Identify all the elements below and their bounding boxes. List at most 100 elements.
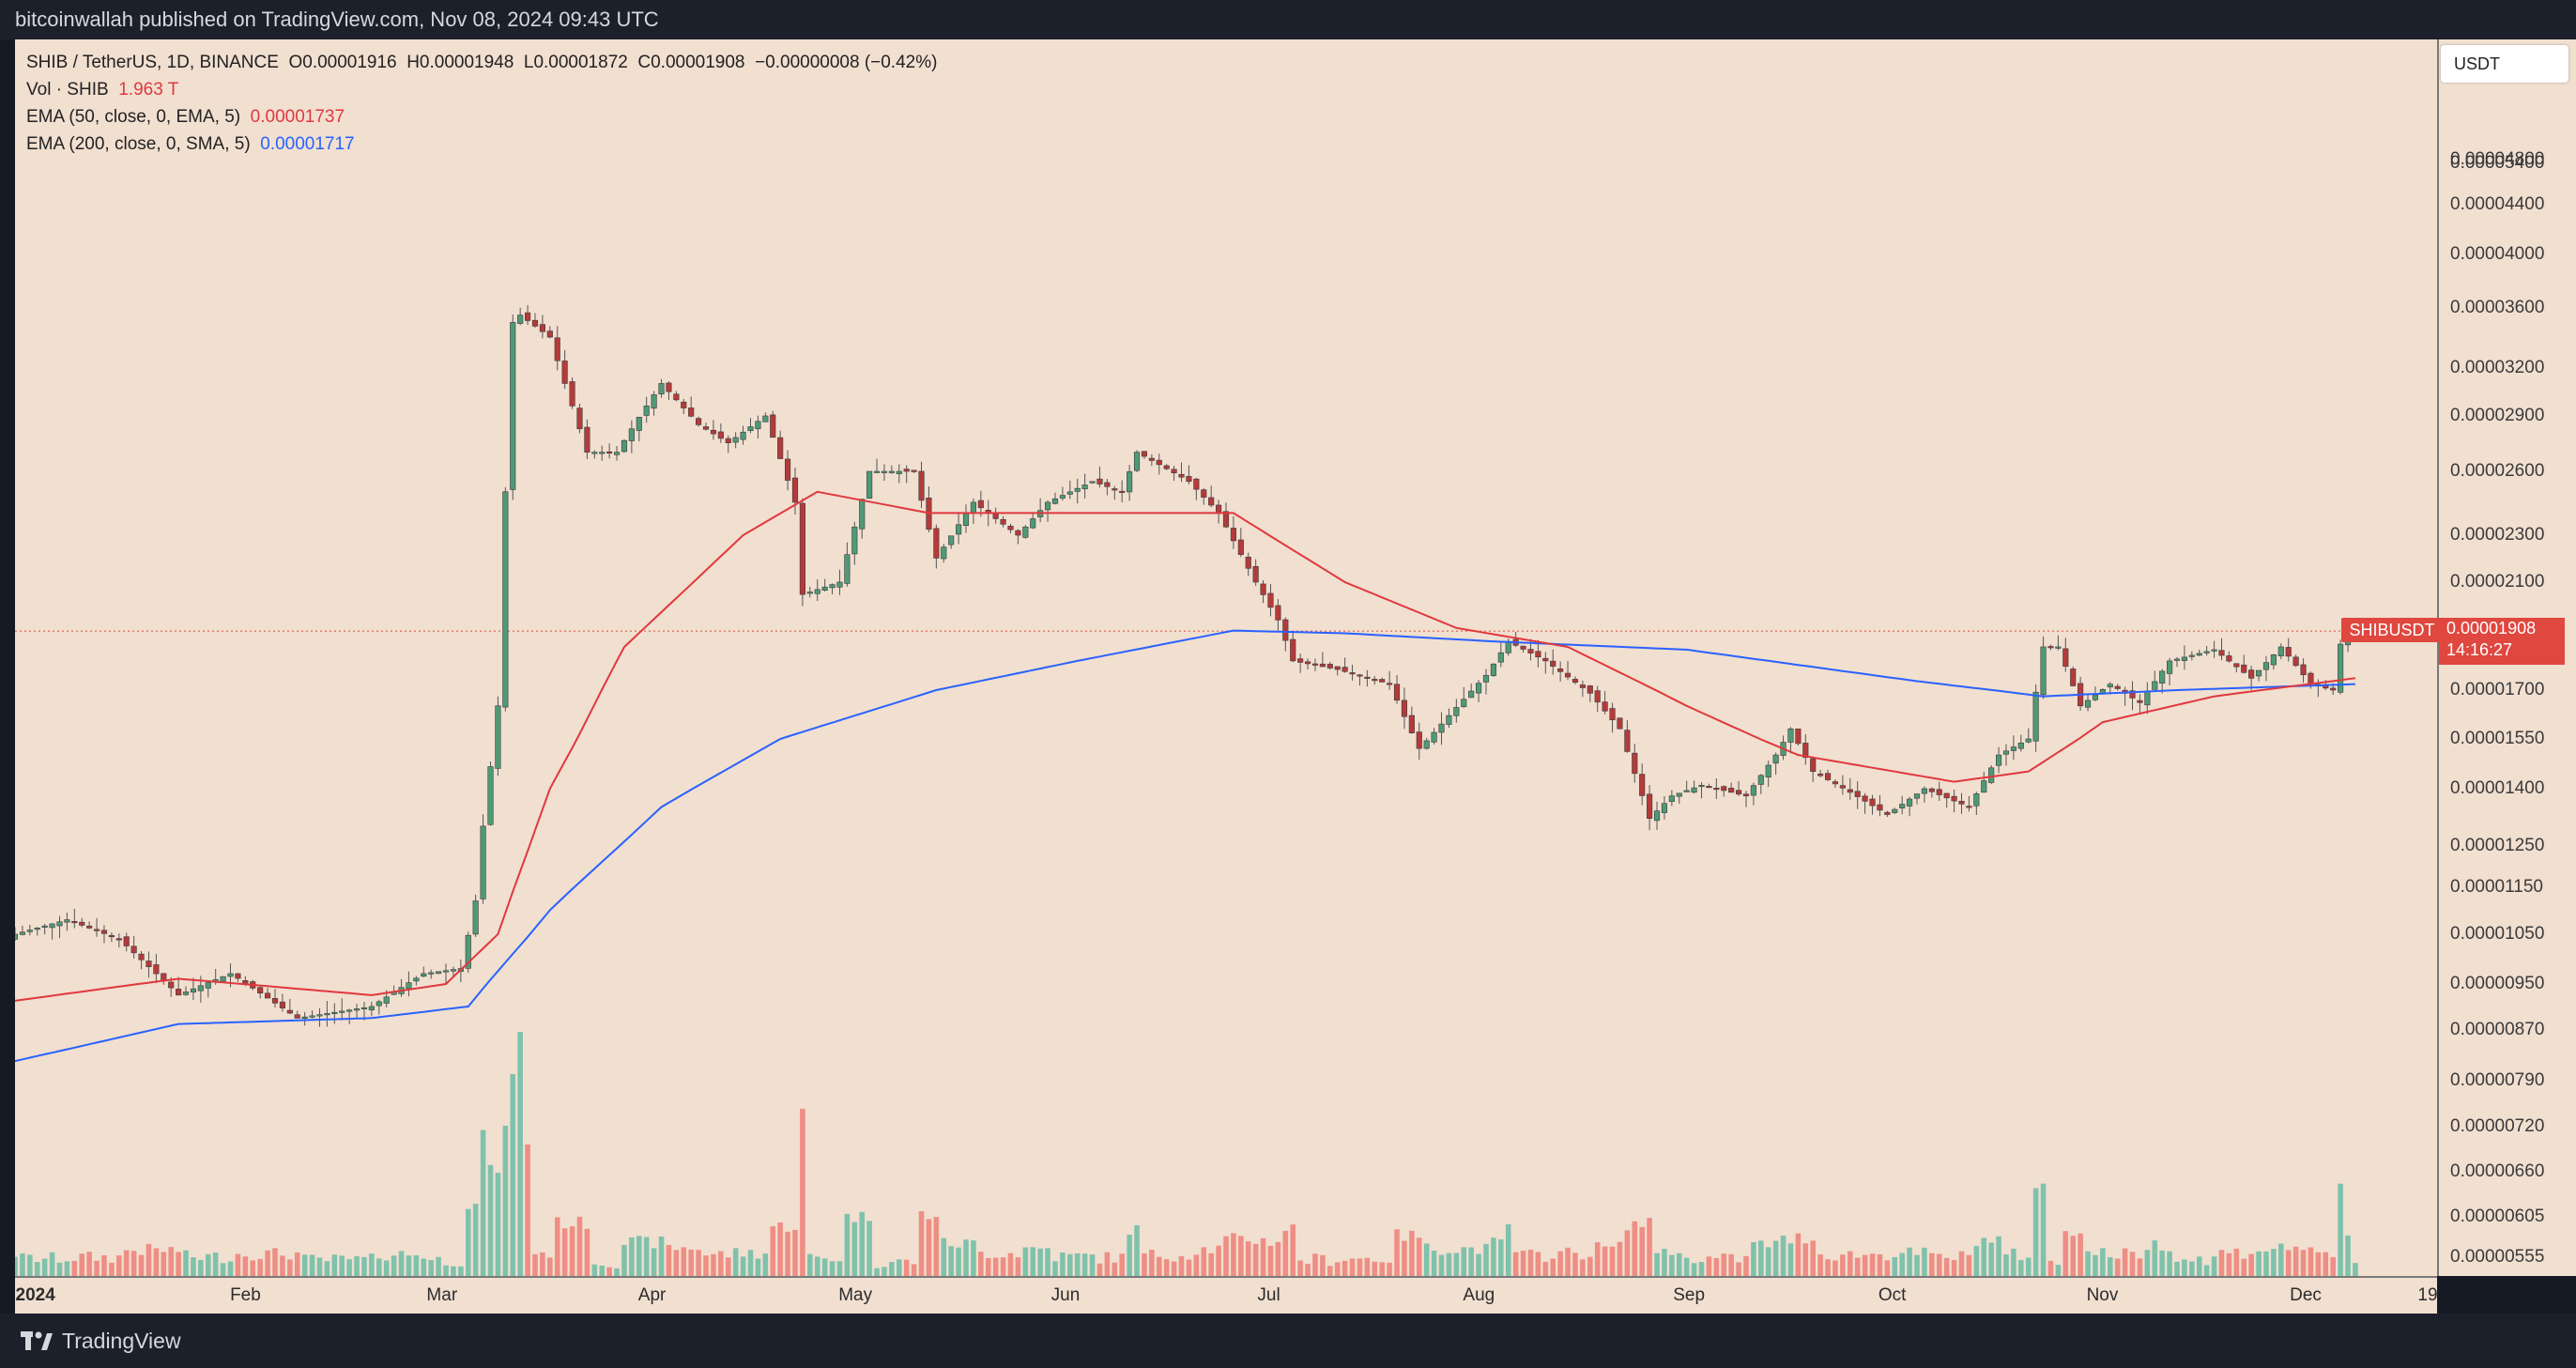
volume-bar	[1208, 1253, 1214, 1276]
volume-bar	[443, 1265, 449, 1276]
volume-bar	[1060, 1252, 1066, 1276]
candle	[1854, 791, 1861, 797]
time-tick-label: 19	[2417, 1285, 2438, 1305]
candle	[1713, 788, 1720, 791]
candle	[2040, 646, 2047, 696]
volume-bar	[1193, 1254, 1200, 1276]
candle	[1461, 699, 1467, 707]
ema50-row[interactable]: EMA (50, close, 0, EMA, 5) 0.00001737	[26, 103, 937, 131]
volume-bar	[703, 1255, 709, 1276]
volume-row[interactable]: Vol · SHIB 1.963 T	[26, 76, 937, 103]
time-tick-label: Nov	[2086, 1285, 2119, 1305]
price-tick-label: 0.00004800	[2450, 149, 2545, 169]
candle	[1535, 651, 1541, 658]
candle	[777, 437, 784, 459]
candle	[2114, 685, 2121, 689]
candle	[182, 991, 190, 995]
candle	[1624, 730, 1631, 752]
volume-bar	[510, 1074, 516, 1276]
volume-bar	[280, 1255, 285, 1276]
price-tick-label: 0.00001400	[2450, 778, 2545, 798]
candle	[791, 477, 799, 503]
volume-bar	[770, 1226, 776, 1276]
candle	[525, 312, 531, 321]
candle	[450, 969, 457, 972]
candle	[1632, 752, 1638, 775]
currency-button[interactable]: USDT	[2441, 45, 2568, 83]
candle	[539, 324, 545, 332]
candle	[1647, 793, 1653, 819]
volume-bar	[718, 1251, 724, 1276]
volume-bar	[911, 1264, 917, 1276]
volume-bar	[1045, 1248, 1050, 1276]
volume-bar	[636, 1236, 642, 1276]
candle	[1342, 667, 1348, 672]
candle	[576, 407, 583, 430]
candle	[1230, 528, 1236, 542]
volume-bar	[561, 1228, 568, 1276]
volume-bar	[1081, 1253, 1088, 1276]
candle	[1995, 754, 2002, 766]
volume-bar	[2353, 1263, 2358, 1276]
candle	[1594, 690, 1601, 703]
candle	[1349, 672, 1356, 675]
candle	[2002, 750, 2010, 755]
candle	[487, 766, 494, 825]
candle	[992, 513, 999, 519]
volume-bar	[1602, 1246, 1608, 1276]
volume-bar	[829, 1261, 836, 1276]
candle	[360, 1007, 368, 1009]
volume-bar	[2271, 1249, 2277, 1276]
candle	[26, 930, 33, 932]
candle	[1802, 743, 1809, 759]
candle	[368, 1006, 375, 1011]
candle	[1817, 773, 1824, 776]
volume-bar	[1617, 1241, 1623, 1276]
candle	[546, 330, 553, 338]
volume-bar	[1491, 1237, 1496, 1276]
volume-bar	[740, 1256, 746, 1276]
ema200-row[interactable]: EMA (200, close, 0, SMA, 5) 0.00001717	[26, 131, 937, 158]
volume-bar	[1936, 1253, 1942, 1276]
symbol-price-label: SHIBUSDT	[2341, 618, 2443, 642]
ema50-line	[15, 490, 2356, 1002]
volume-bar	[658, 1236, 665, 1276]
time-tick-label: Sep	[1673, 1285, 1706, 1305]
volume-bar	[1312, 1253, 1318, 1276]
volume-bar	[2167, 1251, 2172, 1276]
chart-area[interactable]	[15, 39, 2437, 1276]
candle	[324, 1013, 330, 1016]
candle	[2241, 664, 2247, 673]
volume-bar	[383, 1260, 390, 1276]
candle	[19, 931, 25, 935]
candle	[1208, 497, 1215, 506]
tradingview-logo[interactable]: TradingView	[21, 1329, 181, 1354]
candle	[1297, 658, 1304, 663]
symbol-label[interactable]: SHIB / TetherUS, 1D, BINANCE	[26, 53, 279, 72]
price-tick-label: 0.00002300	[2450, 525, 2545, 545]
candle	[732, 437, 739, 443]
candle	[1401, 699, 1408, 717]
candle	[1913, 793, 1921, 799]
candle	[1847, 789, 1853, 793]
volume-bar	[1178, 1255, 1185, 1276]
price-tick-label: 0.00000950	[2450, 974, 2545, 993]
volume-bar	[1186, 1259, 1192, 1276]
time-axis[interactable]: 2024 Feb Mar Apr May Jun Jul Aug Sep Oct Nov Dec 19	[15, 1276, 2438, 1315]
last-price-label: 0.00001908 14:16:27	[2439, 618, 2565, 665]
volume-bar	[1862, 1254, 1868, 1276]
volume-bar	[1431, 1251, 1437, 1276]
candle	[2017, 742, 2024, 749]
candle	[658, 383, 665, 395]
volume-bar	[1112, 1262, 1118, 1276]
chart-svg[interactable]	[15, 39, 2437, 1276]
volume-bar	[1951, 1260, 1957, 1276]
volume-bar	[2211, 1256, 2217, 1276]
candle	[881, 470, 888, 473]
volume-bar	[1022, 1247, 1029, 1276]
candle	[146, 961, 152, 967]
volume-bar	[235, 1253, 241, 1276]
price-tick-label: 0.00003600	[2450, 298, 2545, 317]
volume-bar	[2129, 1252, 2136, 1276]
volume-bar	[1966, 1254, 1972, 1276]
